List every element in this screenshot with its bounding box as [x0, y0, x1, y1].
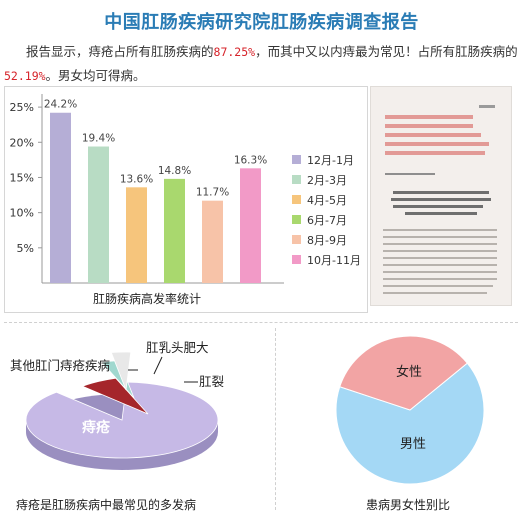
y-tick-label: 5% [17, 242, 34, 255]
legend-label: 4月-5月 [307, 194, 347, 207]
bar-chart: 25% 20% 15% 10% 5% 24.2% 19.4% 13.6% 14.8% 11.7% 1… [10, 94, 361, 284]
intro-paragraph: 报告显示，痔疮占所有肛肠疾病的87.25%，而其中又以内痔最为常见！占所有肛肠疾… [4, 40, 519, 88]
y-tick-label: 20% [10, 136, 34, 149]
y-tick-label: 15% [10, 171, 34, 184]
y-tick-label: 10% [10, 207, 34, 220]
pie-leader [153, 356, 163, 375]
legend-swatch [292, 255, 301, 264]
intro-pct-2: 52.19% [4, 69, 46, 83]
document-scan-icon [371, 87, 511, 305]
pie-label-female: 女性 [396, 364, 422, 380]
pie-slice-male [335, 362, 485, 485]
bar-value-label: 24.2% [44, 99, 77, 111]
legend-label: 2月-3月 [307, 174, 347, 187]
bar-4月-5月 [126, 187, 147, 283]
pie-slice-痔疮 [25, 381, 219, 459]
legend-label: 6月-7月 [307, 214, 347, 227]
bar-value-label: 19.4% [82, 133, 115, 145]
pie-slice-其他肛门痔疮疾病 [110, 351, 132, 391]
pie-label-male: 男性 [400, 437, 426, 452]
pie-slice-female [339, 335, 468, 411]
legend-swatch [292, 155, 301, 164]
gender-pie-caption: 患病男女性别比 [366, 498, 451, 512]
column-divider [275, 328, 276, 510]
legend-swatch [292, 235, 301, 244]
section-divider [4, 322, 518, 323]
legend-swatch [292, 215, 301, 224]
bar-value-label: 14.8% [158, 165, 191, 177]
pie-label-main: 痔疮 [82, 419, 110, 436]
intro-text-2: ，而其中又以内痔最为常见！占所有肛肠疾病的 [255, 44, 518, 59]
y-tick-label: 25% [10, 101, 34, 114]
legend-swatch [292, 175, 301, 184]
disease-pie-caption: 痔疮是肛肠疾病中最常见的多发病 [16, 498, 197, 512]
intro-text-1: 报告显示，痔疮占所有肛肠疾病的 [26, 44, 214, 59]
bar-value-label: 16.3% [234, 154, 267, 166]
bar-2月-3月 [88, 146, 109, 283]
pie-label-papilla: 肛乳头肥大 [146, 340, 209, 355]
legend-label: 10月-11月 [307, 254, 361, 267]
bar-value-label: 11.7% [196, 187, 229, 199]
bar-8月-9月 [202, 200, 223, 283]
bar-value-label: 13.6% [120, 173, 153, 185]
bar-12月-1月 [50, 112, 71, 283]
bar-chart-caption: 肛肠疾病高发率统计 [93, 292, 202, 306]
legend-label: 8月-9月 [307, 234, 347, 247]
document-image [370, 86, 512, 306]
page-title: 中国肛肠疾病研究院肛肠疾病调查报告 [104, 12, 419, 33]
intro-text-3: 。男女均可得病。 [45, 68, 146, 83]
pie-label-anal-fissure: 肛裂 [199, 374, 224, 389]
intro-pct-1: 87.25% [213, 45, 256, 59]
legend-swatch [292, 195, 301, 204]
pie-label-other: 其他肛门痔疮疾病 [10, 358, 110, 373]
legend-label: 12月-1月 [307, 154, 354, 167]
bar-10月-11月 [240, 168, 261, 283]
bar-6月-7月 [164, 178, 185, 283]
